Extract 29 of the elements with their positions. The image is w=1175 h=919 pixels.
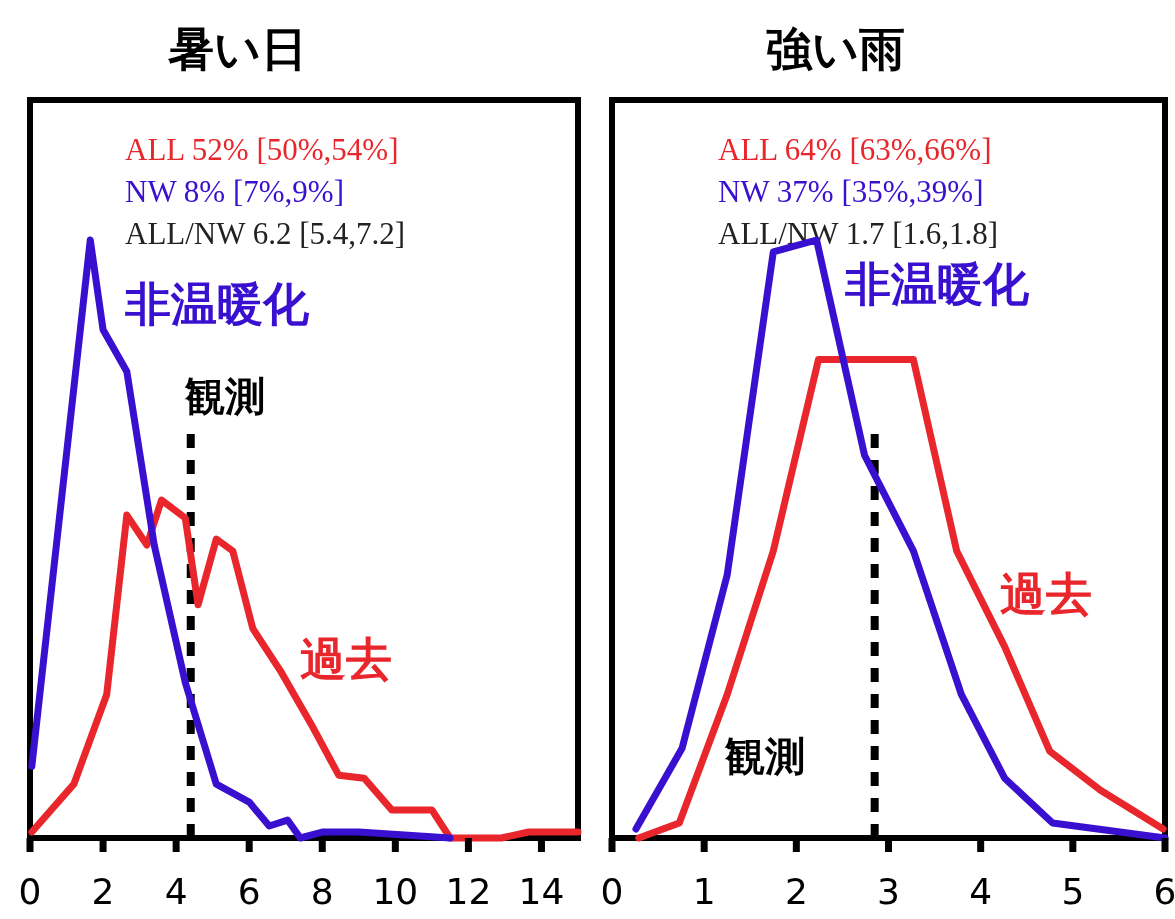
x-tick-label: 1 [692,871,716,912]
ref-line-label: 観測 [724,733,805,779]
x-tick-label: 12 [445,871,492,912]
x-tick-label: 4 [164,871,188,912]
x-tick-label: 2 [784,871,808,912]
x-tick-label: 4 [969,871,993,912]
series-label: 過去 [1000,567,1092,621]
chart-title: 暑い日 [166,22,307,76]
x-tick-label: 6 [237,871,261,912]
x-tick-label: 3 [877,871,900,912]
text: ALL 52% [50%,54%] [125,132,399,167]
x-tick-label: 2 [91,871,115,912]
annotation: ALL/NW 6.2 [5.4,7.2] [125,216,406,251]
text: ALL 64% [63%,66%] [718,132,992,167]
x-tick-label: 0 [600,871,624,912]
series-label: 非温暖化 [124,277,310,331]
annotation: ALL/NW 1.7 [1.6,1.8] [718,216,999,251]
ref-line-label: 観測 [184,373,265,419]
series-label: 非温暖化 [844,257,1030,311]
x-tick-label: 10 [372,871,419,912]
chart-title: 強い雨 [765,22,905,76]
x-tick-label: 14 [518,871,565,912]
text: NW 37% [35%,39%] [718,174,984,209]
text: NW 8% [7%,9%] [125,174,344,209]
x-tick-label: 6 [1153,871,1175,912]
series-label: 過去 [300,632,392,686]
x-tick-label: 8 [310,871,334,912]
x-tick-label: 0 [18,871,42,912]
x-tick-label: 5 [1061,871,1085,912]
